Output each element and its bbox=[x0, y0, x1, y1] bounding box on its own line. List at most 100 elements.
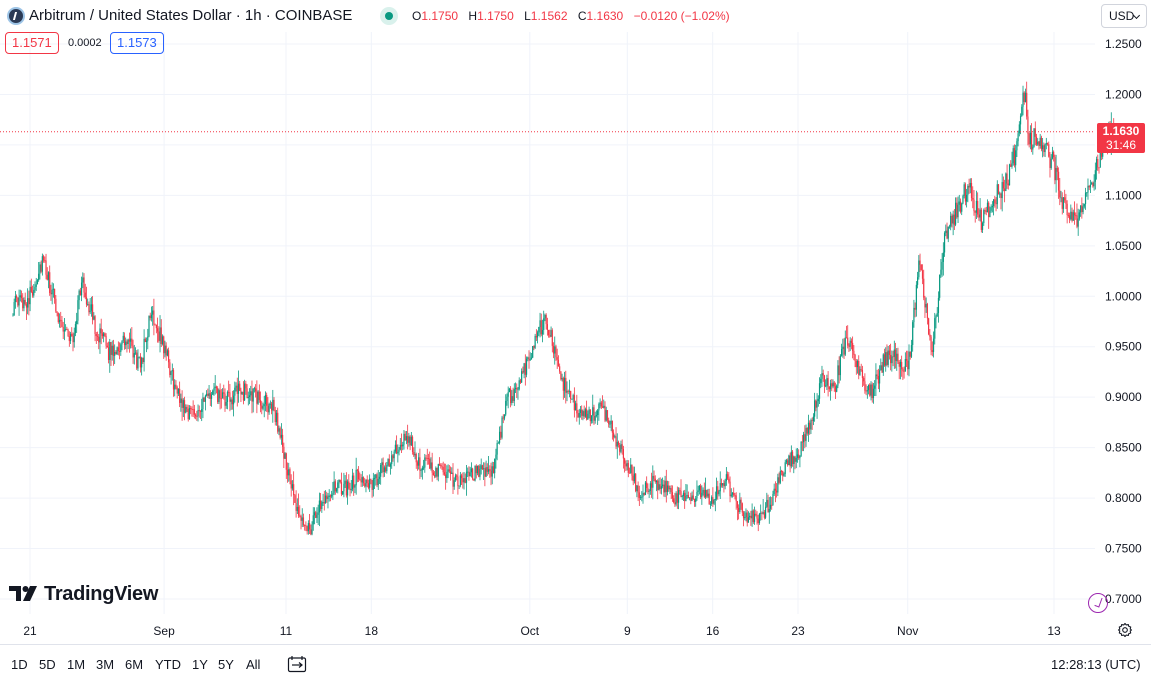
gear-icon[interactable] bbox=[1117, 622, 1133, 638]
time-axis[interactable]: 21 Sep 11 18 Oct 9 16 23 Nov 13 bbox=[23, 624, 1061, 638]
candle-body bbox=[1081, 205, 1083, 213]
candle-body bbox=[187, 408, 189, 420]
candle-body bbox=[605, 410, 607, 421]
candle-body bbox=[840, 349, 843, 356]
candle-body bbox=[280, 434, 282, 438]
candle-body bbox=[848, 345, 850, 347]
ohlc-open-key: O bbox=[412, 9, 422, 23]
candle-body bbox=[829, 383, 832, 390]
candle-body bbox=[757, 518, 759, 524]
candle-body bbox=[301, 517, 303, 521]
range-3m-button[interactable]: 3M bbox=[96, 657, 115, 672]
buy-price-button[interactable]: 1.1573 bbox=[110, 32, 164, 54]
candle-body bbox=[315, 512, 317, 518]
time-tick-label: 21 bbox=[23, 624, 37, 638]
candle-body bbox=[918, 260, 920, 278]
candle-body bbox=[744, 517, 746, 519]
candle-body bbox=[56, 311, 58, 313]
candle-body bbox=[225, 401, 227, 406]
candle-body bbox=[788, 455, 790, 466]
compare-date-range-icon[interactable] bbox=[287, 655, 307, 673]
candle-body bbox=[893, 349, 895, 357]
candle-body bbox=[698, 485, 700, 491]
candle-body bbox=[350, 489, 352, 491]
candle-body bbox=[825, 385, 827, 387]
candle-body bbox=[51, 289, 53, 295]
price-chart[interactable]: 1.25001.20001.15001.10001.05001.00000.95… bbox=[0, 0, 1151, 644]
candle-body bbox=[633, 473, 636, 482]
candle-body bbox=[92, 304, 94, 320]
candle-body bbox=[738, 507, 740, 512]
ohlc-close-key: C bbox=[577, 9, 587, 23]
candle-body bbox=[299, 515, 301, 517]
candle-body bbox=[1073, 212, 1076, 216]
range-1y-button[interactable]: 1Y bbox=[192, 657, 208, 672]
candle-body bbox=[201, 409, 203, 412]
candle-body bbox=[778, 477, 780, 483]
range-1m-button[interactable]: 1M bbox=[67, 657, 86, 672]
candle-body bbox=[45, 260, 47, 275]
candle-body bbox=[685, 495, 687, 502]
candle-body bbox=[861, 369, 864, 379]
tradingview-logo[interactable]: TradingView bbox=[8, 582, 158, 606]
candle-body bbox=[106, 345, 108, 348]
alert-clock-icon[interactable] bbox=[1088, 593, 1108, 613]
candle-body bbox=[464, 478, 466, 483]
sell-price-button[interactable]: 1.1571 bbox=[5, 32, 59, 54]
candle-body bbox=[643, 493, 645, 495]
range-5y-button[interactable]: 5Y bbox=[218, 657, 234, 672]
candle-body bbox=[688, 497, 691, 499]
candle-body bbox=[768, 508, 770, 513]
candle-body bbox=[1007, 183, 1009, 186]
price-tick-label: 1.0500 bbox=[1105, 239, 1142, 253]
candle-body bbox=[773, 488, 775, 495]
candle-body bbox=[536, 332, 539, 338]
candle-body bbox=[1032, 146, 1034, 150]
market-open-dot-icon[interactable] bbox=[380, 7, 398, 25]
range-5d-button[interactable]: 5D bbox=[39, 657, 56, 672]
candle-body bbox=[13, 302, 15, 316]
utc-clock[interactable]: 12:28:13 (UTC) bbox=[1051, 657, 1141, 672]
candle-body bbox=[235, 385, 237, 388]
candle-body bbox=[29, 286, 31, 305]
candle-body bbox=[400, 444, 403, 447]
candle-body bbox=[635, 473, 637, 492]
candle-body bbox=[244, 383, 246, 401]
candle-body bbox=[1015, 150, 1017, 166]
candle-body bbox=[143, 338, 145, 363]
candle-body bbox=[396, 444, 398, 454]
currency-select[interactable]: USD bbox=[1101, 4, 1147, 28]
candle-body bbox=[462, 478, 464, 483]
candle-body bbox=[913, 307, 915, 323]
candle-body bbox=[188, 408, 191, 420]
candle-body bbox=[706, 489, 708, 497]
candle-body bbox=[226, 391, 229, 402]
candle-body bbox=[263, 404, 265, 407]
candle-body bbox=[527, 357, 529, 359]
candle-body bbox=[729, 481, 731, 497]
candle-body bbox=[481, 465, 484, 470]
candle-body bbox=[974, 211, 976, 213]
candle-body bbox=[1023, 92, 1025, 102]
candle-body bbox=[818, 383, 821, 399]
candle-body bbox=[843, 346, 845, 355]
range-6m-button[interactable]: 6M bbox=[125, 657, 144, 672]
candle-body bbox=[76, 320, 78, 325]
candle-body bbox=[915, 284, 917, 310]
range-all-button[interactable]: All bbox=[246, 657, 261, 672]
range-1d-button[interactable]: 1D bbox=[11, 657, 28, 672]
candle-body bbox=[30, 286, 32, 292]
candle-body bbox=[695, 498, 697, 503]
candle-body bbox=[279, 428, 281, 438]
candle-body bbox=[436, 467, 438, 477]
arbitrum-logo-icon[interactable] bbox=[7, 7, 25, 25]
candle-body bbox=[486, 467, 488, 472]
candle-body bbox=[763, 512, 765, 518]
candle-body bbox=[430, 462, 432, 469]
candle-body bbox=[88, 304, 90, 313]
candle-body bbox=[1054, 157, 1056, 181]
candle-body bbox=[18, 297, 20, 306]
candle-body bbox=[66, 328, 68, 330]
range-ytd-button[interactable]: YTD bbox=[155, 657, 181, 672]
symbol-title[interactable]: Arbitrum / United States Dollar · 1h · C… bbox=[29, 7, 353, 24]
